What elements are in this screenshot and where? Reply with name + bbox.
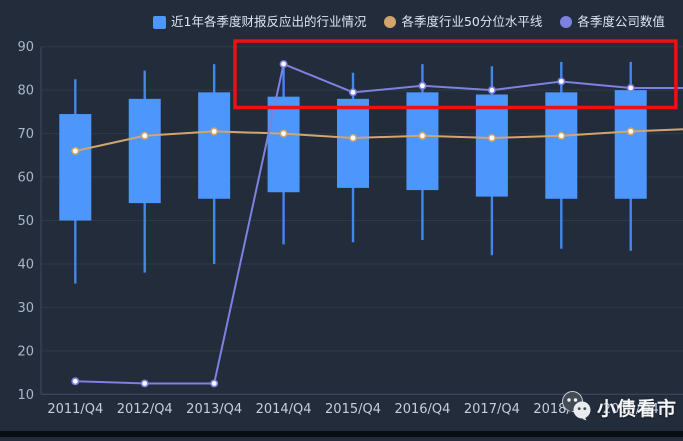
company-point <box>418 81 427 90</box>
median-point <box>557 131 566 140</box>
median-point <box>626 127 635 136</box>
wechat-icon <box>562 391 591 421</box>
median-point <box>279 129 288 138</box>
x-tick-label: 2011/Q4 <box>47 402 103 417</box>
x-tick-label: 2013/Q4 <box>186 402 242 417</box>
median-point <box>71 146 80 155</box>
legend-item-company-value[interactable]: 各季度公司数值 <box>560 15 665 29</box>
company-point <box>279 60 288 69</box>
legend-item-industry-median[interactable]: 各季度行业50分位水平线 <box>384 15 542 29</box>
x-tick-label: 2016/Q4 <box>394 402 450 417</box>
x-tick-label: 2017/Q4 <box>464 402 520 417</box>
company-point <box>349 88 358 97</box>
watermark-text: 小债看市 <box>597 397 678 420</box>
candle-body <box>198 92 231 199</box>
candle-body <box>475 94 508 197</box>
company-point <box>487 86 496 95</box>
candle-body <box>128 98 161 204</box>
candle-body <box>337 98 370 188</box>
y-tick-label: 10 <box>17 388 34 403</box>
median-point <box>210 127 219 136</box>
bottom-bar <box>0 431 683 437</box>
chart-legend: 近1年各季度财报反应出的行业情况 各季度行业50分位水平线 各季度公司数值 <box>153 15 665 29</box>
company-value-circle-icon <box>560 16 573 28</box>
legend-label-industry-median: 各季度行业50分位水平线 <box>401 14 543 29</box>
company-point <box>557 77 566 86</box>
median-point <box>418 131 427 140</box>
y-tick-label: 90 <box>17 40 34 55</box>
industry-range-square-icon <box>153 15 166 29</box>
company-point <box>210 379 219 388</box>
y-tick-label: 40 <box>17 257 34 272</box>
median-point <box>487 133 496 142</box>
median-point <box>140 131 149 140</box>
x-tick-label: 2019/Q4 <box>603 402 659 417</box>
watermark: 小债看市 <box>560 390 677 424</box>
company-point <box>71 377 80 386</box>
y-tick-label: 80 <box>17 84 34 99</box>
y-tick-label: 30 <box>17 301 34 316</box>
median-point <box>349 133 358 142</box>
candle-body <box>545 92 578 199</box>
x-tick-label: 2014/Q4 <box>256 402 312 417</box>
legend-label-industry-range: 近1年各季度财报反应出的行业情况 <box>171 14 367 29</box>
industry-median-circle-icon <box>384 16 397 28</box>
legend-item-industry-range[interactable]: 近1年各季度财报反应出的行业情况 <box>153 15 366 29</box>
candle-body <box>59 114 92 221</box>
annotation-red-rect <box>233 39 678 110</box>
company-point <box>140 379 149 388</box>
y-tick-label: 50 <box>17 214 34 229</box>
x-tick-label: 2012/Q4 <box>117 402 173 417</box>
median-line <box>75 128 683 152</box>
company-line <box>75 63 683 385</box>
y-tick-label: 20 <box>17 344 34 359</box>
company-point <box>626 83 635 92</box>
legend-label-company-value: 各季度公司数值 <box>577 14 665 29</box>
y-tick-label: 70 <box>17 127 34 142</box>
y-tick-label: 60 <box>17 171 34 186</box>
x-tick-label: 2015/Q4 <box>325 402 381 417</box>
